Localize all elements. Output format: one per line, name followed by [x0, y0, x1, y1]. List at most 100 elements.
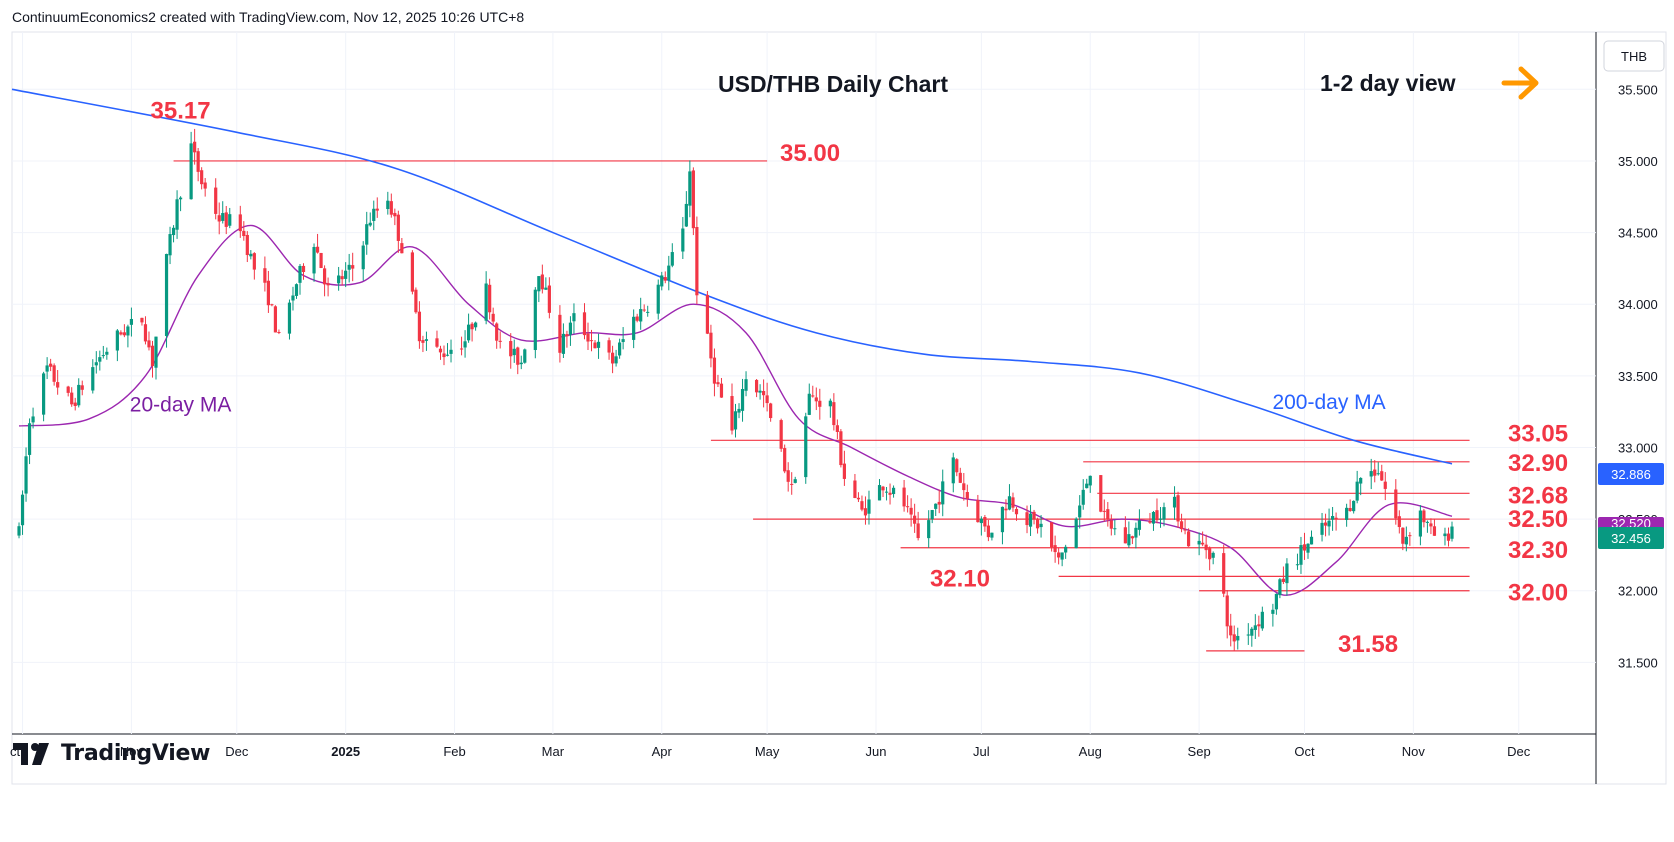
candle	[1299, 537, 1302, 574]
candle	[990, 533, 993, 541]
candle	[1138, 509, 1141, 535]
candle-body	[414, 290, 417, 313]
candle	[1419, 505, 1422, 545]
candle	[1331, 507, 1334, 531]
candle	[927, 510, 930, 548]
candle	[811, 386, 814, 398]
candle-body	[435, 338, 438, 346]
candle	[200, 167, 203, 189]
candle	[520, 356, 523, 369]
candle	[295, 283, 298, 299]
candle	[706, 291, 709, 334]
price-axis[interactable]: 31.50032.00032.50033.00033.50034.00034.5…	[1618, 82, 1658, 670]
candle-body	[520, 363, 523, 364]
candle-body	[1331, 516, 1334, 520]
candle-body	[425, 339, 428, 341]
candle-body	[119, 332, 122, 334]
candle-body	[959, 473, 962, 483]
candle-body	[990, 533, 993, 538]
candle	[21, 490, 24, 534]
candle-body	[1198, 541, 1201, 545]
candle-body	[1356, 482, 1359, 501]
candle-body	[1271, 610, 1274, 614]
candle-body	[1419, 511, 1422, 537]
candle	[815, 387, 818, 410]
candle-body	[962, 483, 965, 490]
candle-body	[541, 274, 544, 289]
candle	[976, 495, 979, 523]
x-tick-label: Dec	[225, 744, 249, 759]
candle-body	[105, 352, 108, 355]
candle	[1408, 532, 1411, 546]
candle	[808, 384, 811, 415]
candle	[716, 375, 719, 387]
candle	[154, 337, 157, 380]
candle-body	[829, 401, 832, 407]
candle	[130, 308, 133, 337]
candle-body	[794, 479, 797, 483]
candle-body	[955, 459, 958, 472]
candle-body	[572, 313, 575, 321]
candle	[902, 480, 905, 512]
candle-body	[53, 365, 56, 381]
candle-body	[1103, 511, 1106, 512]
candle-body	[123, 332, 126, 335]
candle	[435, 331, 438, 348]
candle-body	[692, 170, 695, 228]
candle	[140, 318, 143, 326]
candle	[467, 314, 470, 343]
candle	[1001, 506, 1004, 544]
candle	[1426, 520, 1429, 532]
candle	[372, 201, 375, 231]
candle	[1032, 510, 1035, 524]
candle-body	[225, 212, 228, 226]
candle	[1271, 604, 1274, 627]
candle-body	[1334, 518, 1337, 519]
candle-body	[1380, 471, 1383, 480]
grid-lines	[12, 32, 1596, 734]
candle-body	[246, 235, 249, 255]
candle	[660, 272, 663, 290]
candle-body	[1124, 527, 1127, 543]
candle-body	[302, 266, 305, 272]
candle	[1198, 532, 1201, 555]
candle-body	[1173, 497, 1176, 508]
chart-subtitle: 1-2 day view	[1320, 70, 1456, 96]
candle	[593, 340, 596, 348]
y-tick-label: 33.000	[1618, 440, 1658, 455]
candle	[1373, 460, 1376, 482]
candle	[1183, 519, 1186, 535]
candle	[934, 503, 937, 516]
candle	[116, 329, 119, 361]
arrow-right-icon	[1504, 69, 1536, 97]
candle	[1159, 507, 1162, 528]
candle	[17, 522, 20, 538]
time-axis[interactable]: ct Nov Dec 2025 Feb Mar Apr May Jun Jul Aug Sep Oct N…	[10, 744, 1531, 759]
candle	[913, 504, 916, 533]
tradingview-logo[interactable]: TradingView	[13, 741, 210, 766]
candle-body	[17, 526, 20, 535]
candle-body	[780, 420, 783, 449]
candle	[326, 278, 329, 297]
candle-body	[1233, 634, 1236, 641]
candle-body	[1422, 510, 1425, 522]
candle	[622, 327, 625, 349]
candle-body	[1159, 519, 1162, 520]
candle-body	[1443, 534, 1446, 537]
candle-body	[411, 252, 414, 291]
candle	[228, 208, 231, 228]
candle	[783, 445, 786, 474]
candle-body	[1134, 528, 1137, 538]
candle-body	[509, 341, 512, 356]
candle-body	[713, 358, 716, 384]
candle	[832, 393, 835, 430]
x-tick-label: Jul	[973, 744, 990, 759]
candle	[1113, 520, 1116, 535]
candle	[49, 359, 52, 371]
candle-body	[1401, 528, 1404, 544]
candle	[421, 336, 424, 352]
candle-body	[323, 268, 326, 284]
candle	[147, 332, 150, 351]
candle	[485, 271, 488, 324]
